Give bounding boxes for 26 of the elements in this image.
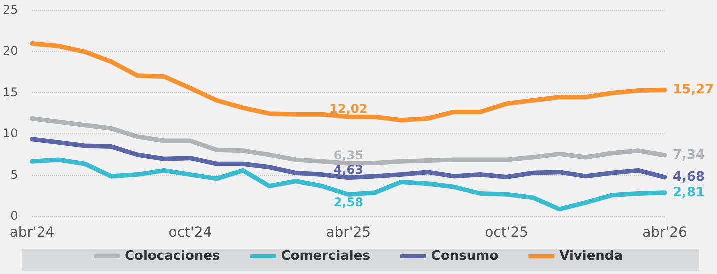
line-series (30, 116, 668, 166)
data-label: 2,81 (673, 185, 706, 200)
data-label: 2,58 (334, 196, 364, 210)
x-tick-label: oct'24 (168, 225, 212, 241)
x-tick-label: abr'24 (10, 225, 55, 241)
x-tick-label: oct'25 (485, 225, 529, 241)
y-tick-label: 5 (10, 168, 18, 182)
y-tick-label: 25 (2, 3, 18, 17)
data-label: 15,27 (673, 82, 714, 98)
legend-label: Consumo (431, 249, 499, 264)
data-label: 7,34 (673, 148, 706, 164)
line-series (30, 42, 668, 123)
y-tick-label: 10 (2, 126, 18, 141)
y-tick-label: 15 (2, 85, 18, 100)
legend-label: Vivienda (560, 249, 624, 264)
data-label: 4,68 (673, 170, 706, 185)
legend-label: Colocaciones (125, 249, 221, 264)
data-label: 6,35 (334, 148, 364, 163)
line-series (30, 137, 668, 180)
x-tick-label: abr'25 (326, 225, 372, 241)
data-label: 4,63 (334, 162, 364, 177)
x-tick-label: abr'26 (642, 225, 688, 241)
y-tick-label: 20 (2, 44, 18, 58)
y-tick-label: 0 (10, 209, 18, 223)
data-label: 12,02 (330, 102, 368, 116)
legend-label: Comerciales (281, 249, 371, 264)
